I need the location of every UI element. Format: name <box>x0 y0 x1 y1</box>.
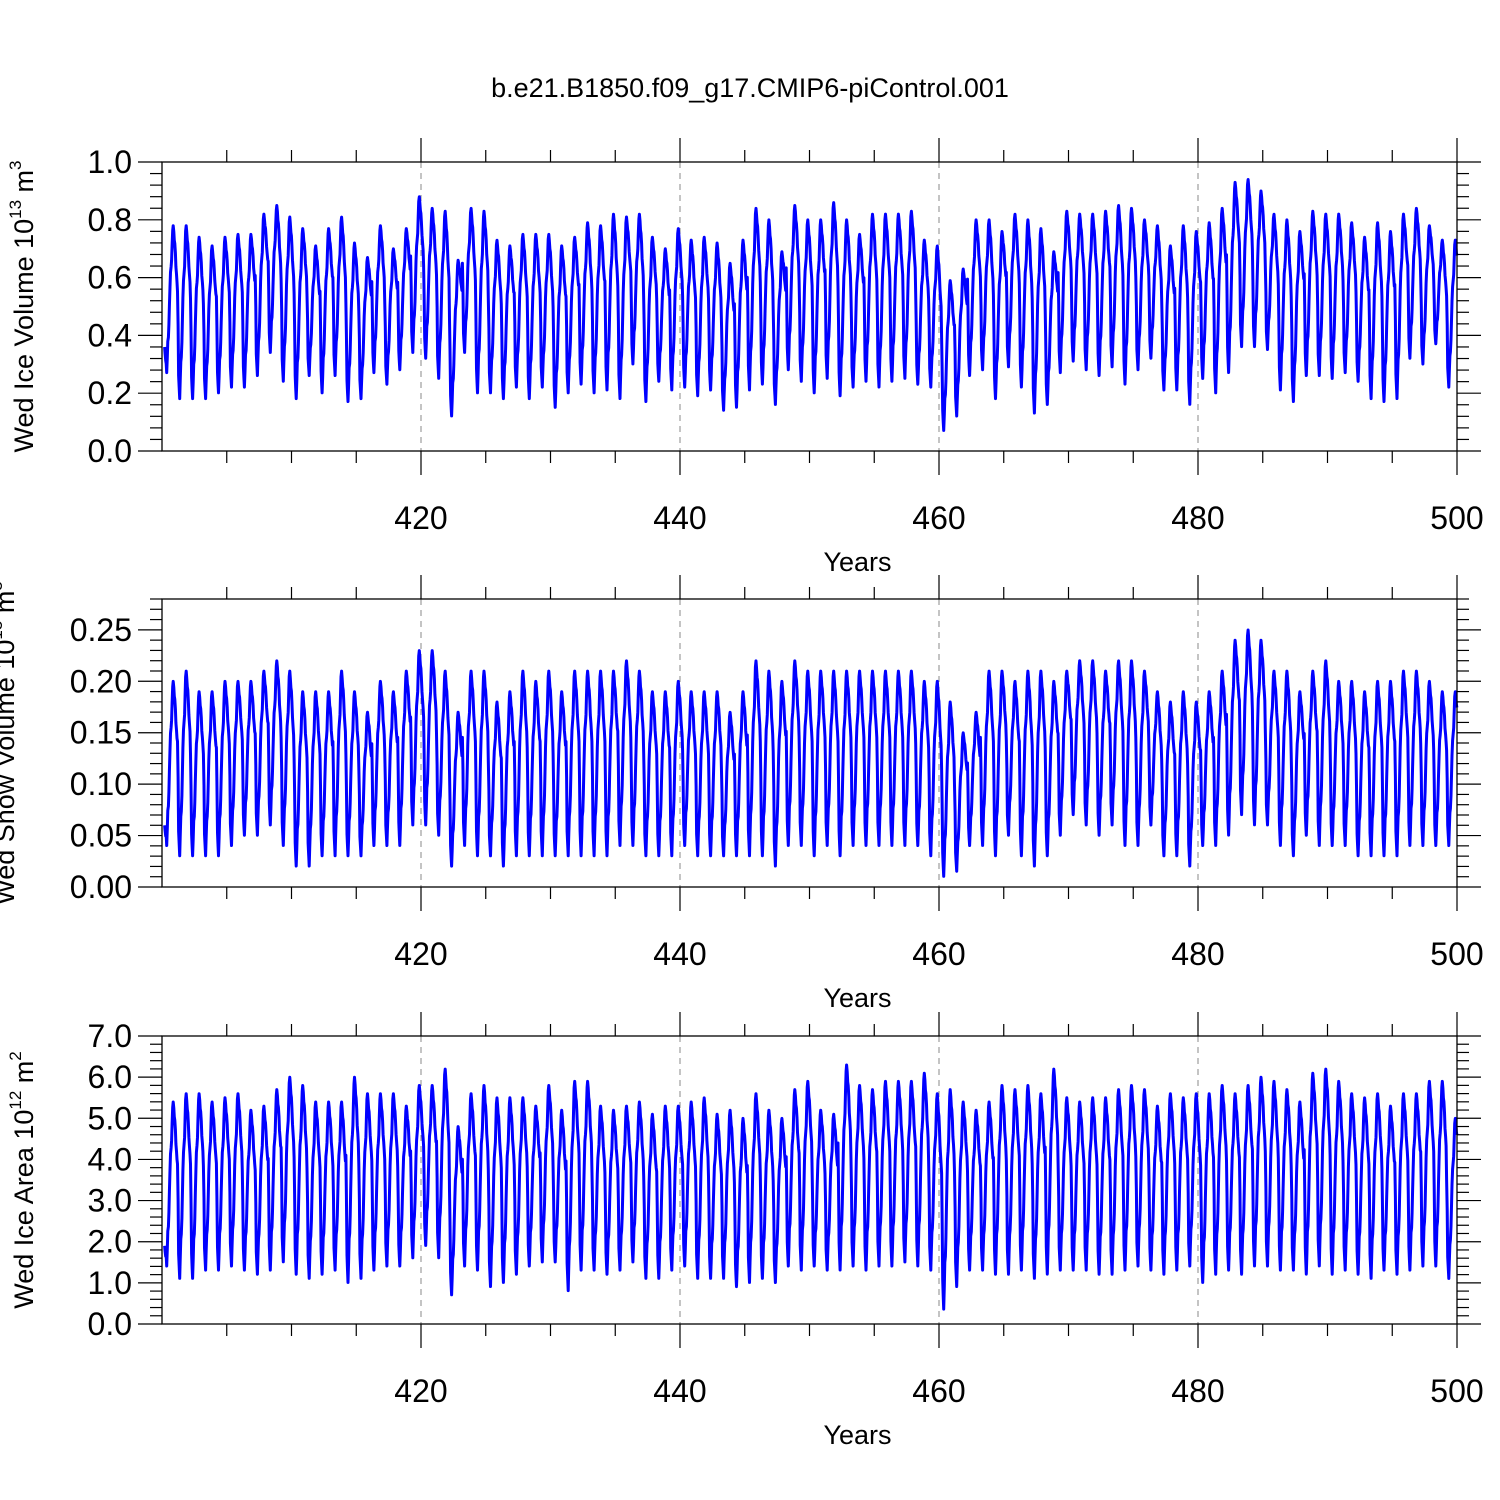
panel-1: 420 440 460 480 500 Years 0.0 0.2 0.4 0.6 0.8 1.0 We… <box>6 138 1484 577</box>
y-tick-label: 1.0 <box>88 144 132 180</box>
x-axis-title: Years <box>823 547 891 577</box>
y-tick-label: 0.20 <box>70 663 132 699</box>
panel-3: 420 440 460 480 500 Years 0.0 1.0 2.0 3.0 4.0 5.0 6.… <box>6 1012 1484 1450</box>
y-tick-label: 2.0 <box>88 1224 132 1260</box>
x-tick-label: 420 <box>394 500 447 536</box>
plot-frame <box>161 598 1458 888</box>
x-axis-title: Years <box>823 983 891 1013</box>
y-tick-label: 0.8 <box>88 202 132 238</box>
x-tick-label: 420 <box>394 936 447 972</box>
x-tick-label: 440 <box>653 500 706 536</box>
x-tick-label: 440 <box>653 936 706 972</box>
x-tick-label: 500 <box>1430 500 1483 536</box>
y-tick-label: 0.0 <box>88 1306 132 1342</box>
x-tick-label: 460 <box>912 1373 965 1409</box>
y-tick-label: 0.2 <box>88 375 132 411</box>
x-tick-label: 440 <box>653 1373 706 1409</box>
x-tick-label: 480 <box>1171 936 1224 972</box>
x-tick-label: 480 <box>1171 1373 1224 1409</box>
y-tick-label: 1.0 <box>88 1265 132 1301</box>
figure-title: b.e21.B1850.f09_g17.CMIP6-piControl.001 <box>491 73 1009 103</box>
panel-2: 420 440 460 480 500 Years 0.00 0.05 0.10 0.15 0.20… <box>0 575 1484 1013</box>
series-line <box>163 628 1459 878</box>
x-tick-label: 420 <box>394 1373 447 1409</box>
x-tick-label: 500 <box>1430 1373 1483 1409</box>
x-tick-label: 460 <box>912 936 965 972</box>
chart-panels: 420 440 460 480 500 Years 0.0 0.2 0.4 0.6 0.8 1.0 We… <box>0 138 1484 1450</box>
y-tick-label: 0.4 <box>88 317 132 353</box>
y-tick-label: 0.0 <box>88 433 132 469</box>
y-axis-title: Wed Snow Volume 1013 m3 <box>0 581 20 905</box>
y-tick-label: 0.6 <box>88 260 132 296</box>
y-tick-label: 0.10 <box>70 766 132 802</box>
y-tick-label: 0.15 <box>70 715 132 751</box>
y-tick-label: 3.0 <box>88 1183 132 1219</box>
series-line <box>163 178 1459 432</box>
y-axis-title: Wed Ice Volume 1013 m3 <box>6 160 39 452</box>
plot-frame <box>161 1035 1458 1325</box>
series-line <box>163 1063 1459 1311</box>
x-tick-label: 460 <box>912 500 965 536</box>
y-tick-label: 0.05 <box>70 818 132 854</box>
x-axis-title: Years <box>823 1420 891 1450</box>
y-tick-label: 6.0 <box>88 1059 132 1095</box>
y-tick-label: 4.0 <box>88 1141 132 1177</box>
x-tick-label: 480 <box>1171 500 1224 536</box>
x-tick-label: 500 <box>1430 936 1483 972</box>
y-tick-label: 0.25 <box>70 612 132 648</box>
y-axis-title: Wed Ice Area 1012 m2 <box>6 1051 39 1309</box>
y-tick-label: 5.0 <box>88 1100 132 1136</box>
y-tick-label: 0.00 <box>70 869 132 905</box>
y-tick-label: 7.0 <box>88 1018 132 1054</box>
